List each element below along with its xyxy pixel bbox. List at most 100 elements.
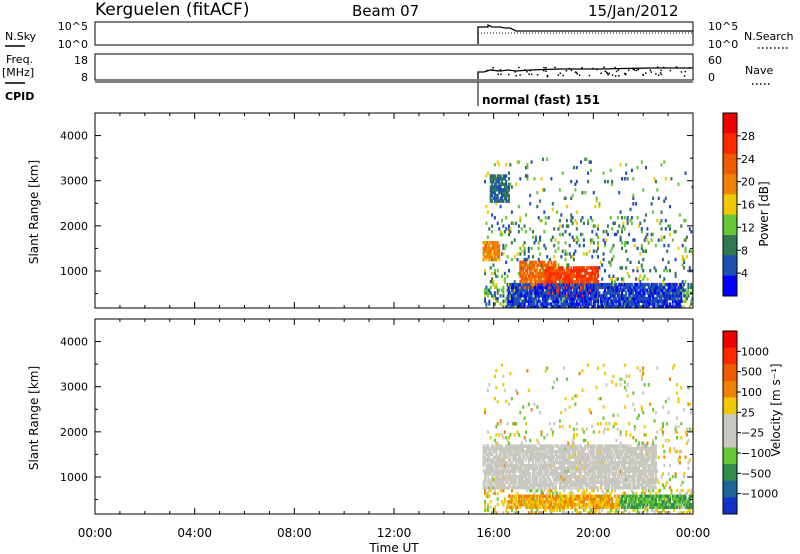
- range-cell: [594, 266, 597, 270]
- range-cell: [680, 502, 683, 507]
- range-cell: [588, 408, 591, 412]
- range-cell: [605, 472, 608, 476]
- range-cell: [539, 285, 542, 290]
- range-cell: [667, 472, 670, 476]
- range-cell: [650, 291, 653, 295]
- range-cell: [646, 494, 649, 498]
- range-cell: [683, 257, 686, 262]
- range-cell: [536, 508, 539, 512]
- range-cell: [578, 288, 581, 292]
- range-cell: [568, 500, 571, 504]
- range-cell: [564, 299, 567, 303]
- range-cell: [649, 483, 652, 487]
- range-cell: [639, 285, 642, 290]
- range-cell: [613, 480, 616, 484]
- range-cell: [601, 458, 604, 462]
- nave-point: [592, 67, 594, 70]
- range-cell: [650, 486, 653, 490]
- range-cell: [571, 299, 574, 303]
- range-cell: [557, 285, 560, 290]
- range-cell: [613, 444, 616, 448]
- range-cell: [573, 483, 576, 487]
- range-cell: [525, 165, 528, 170]
- range-cell: [575, 486, 578, 490]
- range-cell: [646, 291, 649, 295]
- range-cell: [623, 296, 626, 301]
- range-cell: [533, 263, 536, 267]
- range-cell: [595, 452, 598, 457]
- range-cell: [536, 269, 539, 273]
- range-cell: [505, 260, 508, 264]
- range-cell: [520, 494, 523, 498]
- range-cell: [525, 430, 528, 434]
- range-cell: [592, 502, 595, 507]
- range-cell: [632, 500, 635, 504]
- range-cell: [574, 469, 577, 473]
- range-cell: [491, 257, 494, 262]
- range-cell: [565, 377, 568, 381]
- range-cell: [605, 486, 608, 490]
- range-cell: [570, 302, 573, 306]
- range-cell: [571, 294, 574, 298]
- range-cell: [588, 302, 591, 306]
- range-cell: [632, 472, 635, 476]
- range-cell: [551, 280, 554, 284]
- range-cell: [636, 455, 639, 459]
- range-cell: [558, 449, 561, 454]
- range-cell: [543, 210, 546, 214]
- range-cell: [561, 288, 564, 292]
- range-cell: [608, 288, 611, 292]
- range-cell: [508, 458, 511, 462]
- range-cell: [611, 505, 614, 509]
- range-cell: [502, 174, 505, 178]
- range-cell: [560, 302, 563, 306]
- nave-scatter: [486, 66, 691, 78]
- range-cell: [581, 455, 584, 459]
- range-cell: [581, 477, 584, 482]
- range-cell: [539, 444, 542, 448]
- range-cell: [485, 469, 488, 473]
- range-cell: [659, 497, 662, 501]
- range-cell: [530, 511, 533, 514]
- range-cell: [652, 441, 655, 445]
- range-cell: [669, 497, 672, 501]
- range-cell: [554, 497, 557, 501]
- range-cell: [516, 452, 519, 457]
- range-cell: [629, 302, 632, 306]
- range-cell: [650, 463, 653, 468]
- range-cell: [666, 494, 669, 498]
- range-cell: [525, 475, 528, 479]
- range-cell: [570, 463, 573, 468]
- range-cell: [663, 505, 666, 509]
- range-cell: [608, 472, 611, 476]
- nave-point: [607, 74, 609, 76]
- range-cell: [674, 427, 677, 431]
- range-cell: [482, 257, 485, 262]
- range-cell: [664, 399, 667, 404]
- range-cell: [681, 500, 684, 504]
- range-cell: [564, 466, 567, 470]
- range-cell: [622, 224, 625, 228]
- range-cell: [582, 285, 585, 290]
- range-cell: [580, 447, 583, 451]
- range-cell: [645, 165, 648, 170]
- range-cell: [589, 502, 592, 507]
- range-cell: [643, 475, 646, 479]
- range-cell: [551, 494, 554, 498]
- range-cell: [496, 199, 499, 203]
- range-cell: [498, 444, 501, 448]
- range-cell: [652, 302, 655, 306]
- range-cell: [615, 500, 618, 504]
- range-cell: [613, 447, 616, 451]
- range-cell: [587, 363, 590, 367]
- range-cell: [537, 458, 540, 462]
- range-cell: [509, 305, 512, 308]
- range-cell: [608, 469, 611, 473]
- range-cell: [505, 455, 508, 459]
- range-cell: [533, 466, 536, 470]
- range-cell: [611, 477, 614, 482]
- range-cell: [582, 269, 585, 273]
- range-cell: [595, 291, 598, 295]
- range-cell: [654, 494, 657, 498]
- range-cell: [522, 285, 525, 290]
